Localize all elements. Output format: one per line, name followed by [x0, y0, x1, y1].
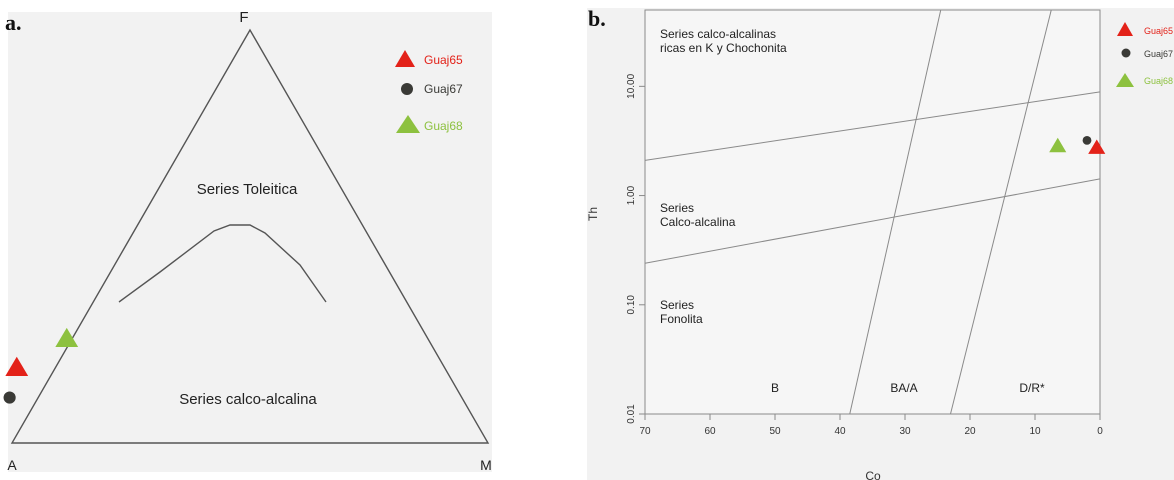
y-tick-label-10-00: 10.00 — [626, 73, 637, 98]
x-tick-label-60: 60 — [704, 426, 716, 437]
y-tick-label-0-10: 0.10 — [626, 295, 637, 315]
afm-triangle-frame — [10, 28, 490, 444]
y-axis-ticks: 0.01 0.10 1.00 10.00 — [626, 73, 645, 424]
boundary-line-2 — [644, 178, 1101, 264]
data-point-a-guaj68 — [55, 327, 79, 348]
region-label-calcalkaline: Series calco-alcalina — [179, 391, 317, 408]
plot-frame — [644, 9, 1101, 415]
panel-a-points — [3, 327, 79, 404]
legend-a-guaj67-marker — [401, 83, 413, 95]
y-axis-label: Th — [586, 207, 600, 221]
legend-b-guaj67-marker — [1121, 48, 1131, 58]
vertex-label-m: M — [480, 457, 492, 473]
region-label-tholeiitic: Series Toleitica — [197, 181, 298, 198]
data-point-b-guaj67 — [1082, 135, 1092, 145]
panel-a-letter: a. — [5, 10, 22, 35]
x-tick-label-30: 30 — [899, 426, 911, 437]
y-tick-label-0-01: 0.01 — [626, 404, 637, 424]
legend-a-guaj65-marker — [395, 50, 415, 67]
data-point-b-guaj68 — [1049, 137, 1067, 153]
panel-b-points — [1049, 135, 1106, 154]
panel-a-legend: Guaj65 Guaj67 Guaj68 — [395, 50, 463, 133]
boundary-line-3 — [849, 9, 942, 415]
x-axis-label: Co — [865, 469, 881, 480]
field-label-ba-a: BA/A — [890, 381, 917, 395]
vertex-label-f: F — [239, 9, 248, 26]
x-axis-ticks: 70 60 50 40 30 20 10 0 — [639, 414, 1103, 437]
legend-b-guaj65-marker — [1117, 22, 1133, 36]
region-label-high-k-line2: ricas en K y Chochonita — [660, 41, 787, 55]
boundary-line-1 — [644, 91, 1101, 161]
legend-a-guaj68-marker — [396, 115, 420, 133]
x-tick-label-70: 70 — [639, 426, 651, 437]
region-label-phonolite-line1: Series — [660, 298, 694, 312]
region-label-high-k-line1: Series calco-alcalinas — [660, 27, 776, 41]
panel-b-legend: Guaj65 Guaj67 Guaj68 — [1116, 22, 1173, 87]
vertex-label-a: A — [7, 457, 17, 473]
data-point-b-guaj65 — [1088, 139, 1106, 154]
data-point-a-guaj65 — [5, 356, 29, 376]
region-label-calcalkaline-line1: Series — [660, 201, 694, 215]
x-tick-label-10: 10 — [1029, 426, 1041, 437]
legend-b-guaj68-label: Guaj68 — [1144, 76, 1173, 86]
boundary-lines — [644, 9, 1101, 415]
y-tick-label-1-00: 1.00 — [626, 185, 637, 205]
panel-b-letter: b. — [588, 6, 606, 31]
boundary-line-4 — [950, 9, 1052, 415]
x-tick-label-40: 40 — [834, 426, 846, 437]
x-tick-label-0: 0 — [1097, 426, 1103, 437]
legend-a-guaj65-label: Guaj65 — [424, 53, 463, 67]
panel-a: a. F A M Series Toleitica Series calco-a… — [3, 9, 492, 473]
x-tick-label-50: 50 — [769, 426, 781, 437]
legend-a-guaj68-label: Guaj68 — [424, 119, 463, 133]
legend-a-guaj67-label: Guaj67 — [424, 82, 463, 96]
legend-b-guaj67-label: Guaj67 — [1144, 49, 1173, 59]
region-label-calcalkaline-line2: Calco-alcalina — [660, 215, 736, 229]
x-tick-label-20: 20 — [964, 426, 976, 437]
region-label-phonolite-line2: Fonolita — [660, 312, 703, 326]
field-label-b: B — [771, 381, 779, 395]
legend-b-guaj68-marker — [1116, 73, 1134, 87]
field-label-d-r: D/R* — [1019, 381, 1045, 395]
data-point-a-guaj67 — [3, 391, 16, 404]
legend-b-guaj65-label: Guaj65 — [1144, 26, 1173, 36]
tholeiitic-calcalkaline-boundary — [118, 224, 327, 303]
